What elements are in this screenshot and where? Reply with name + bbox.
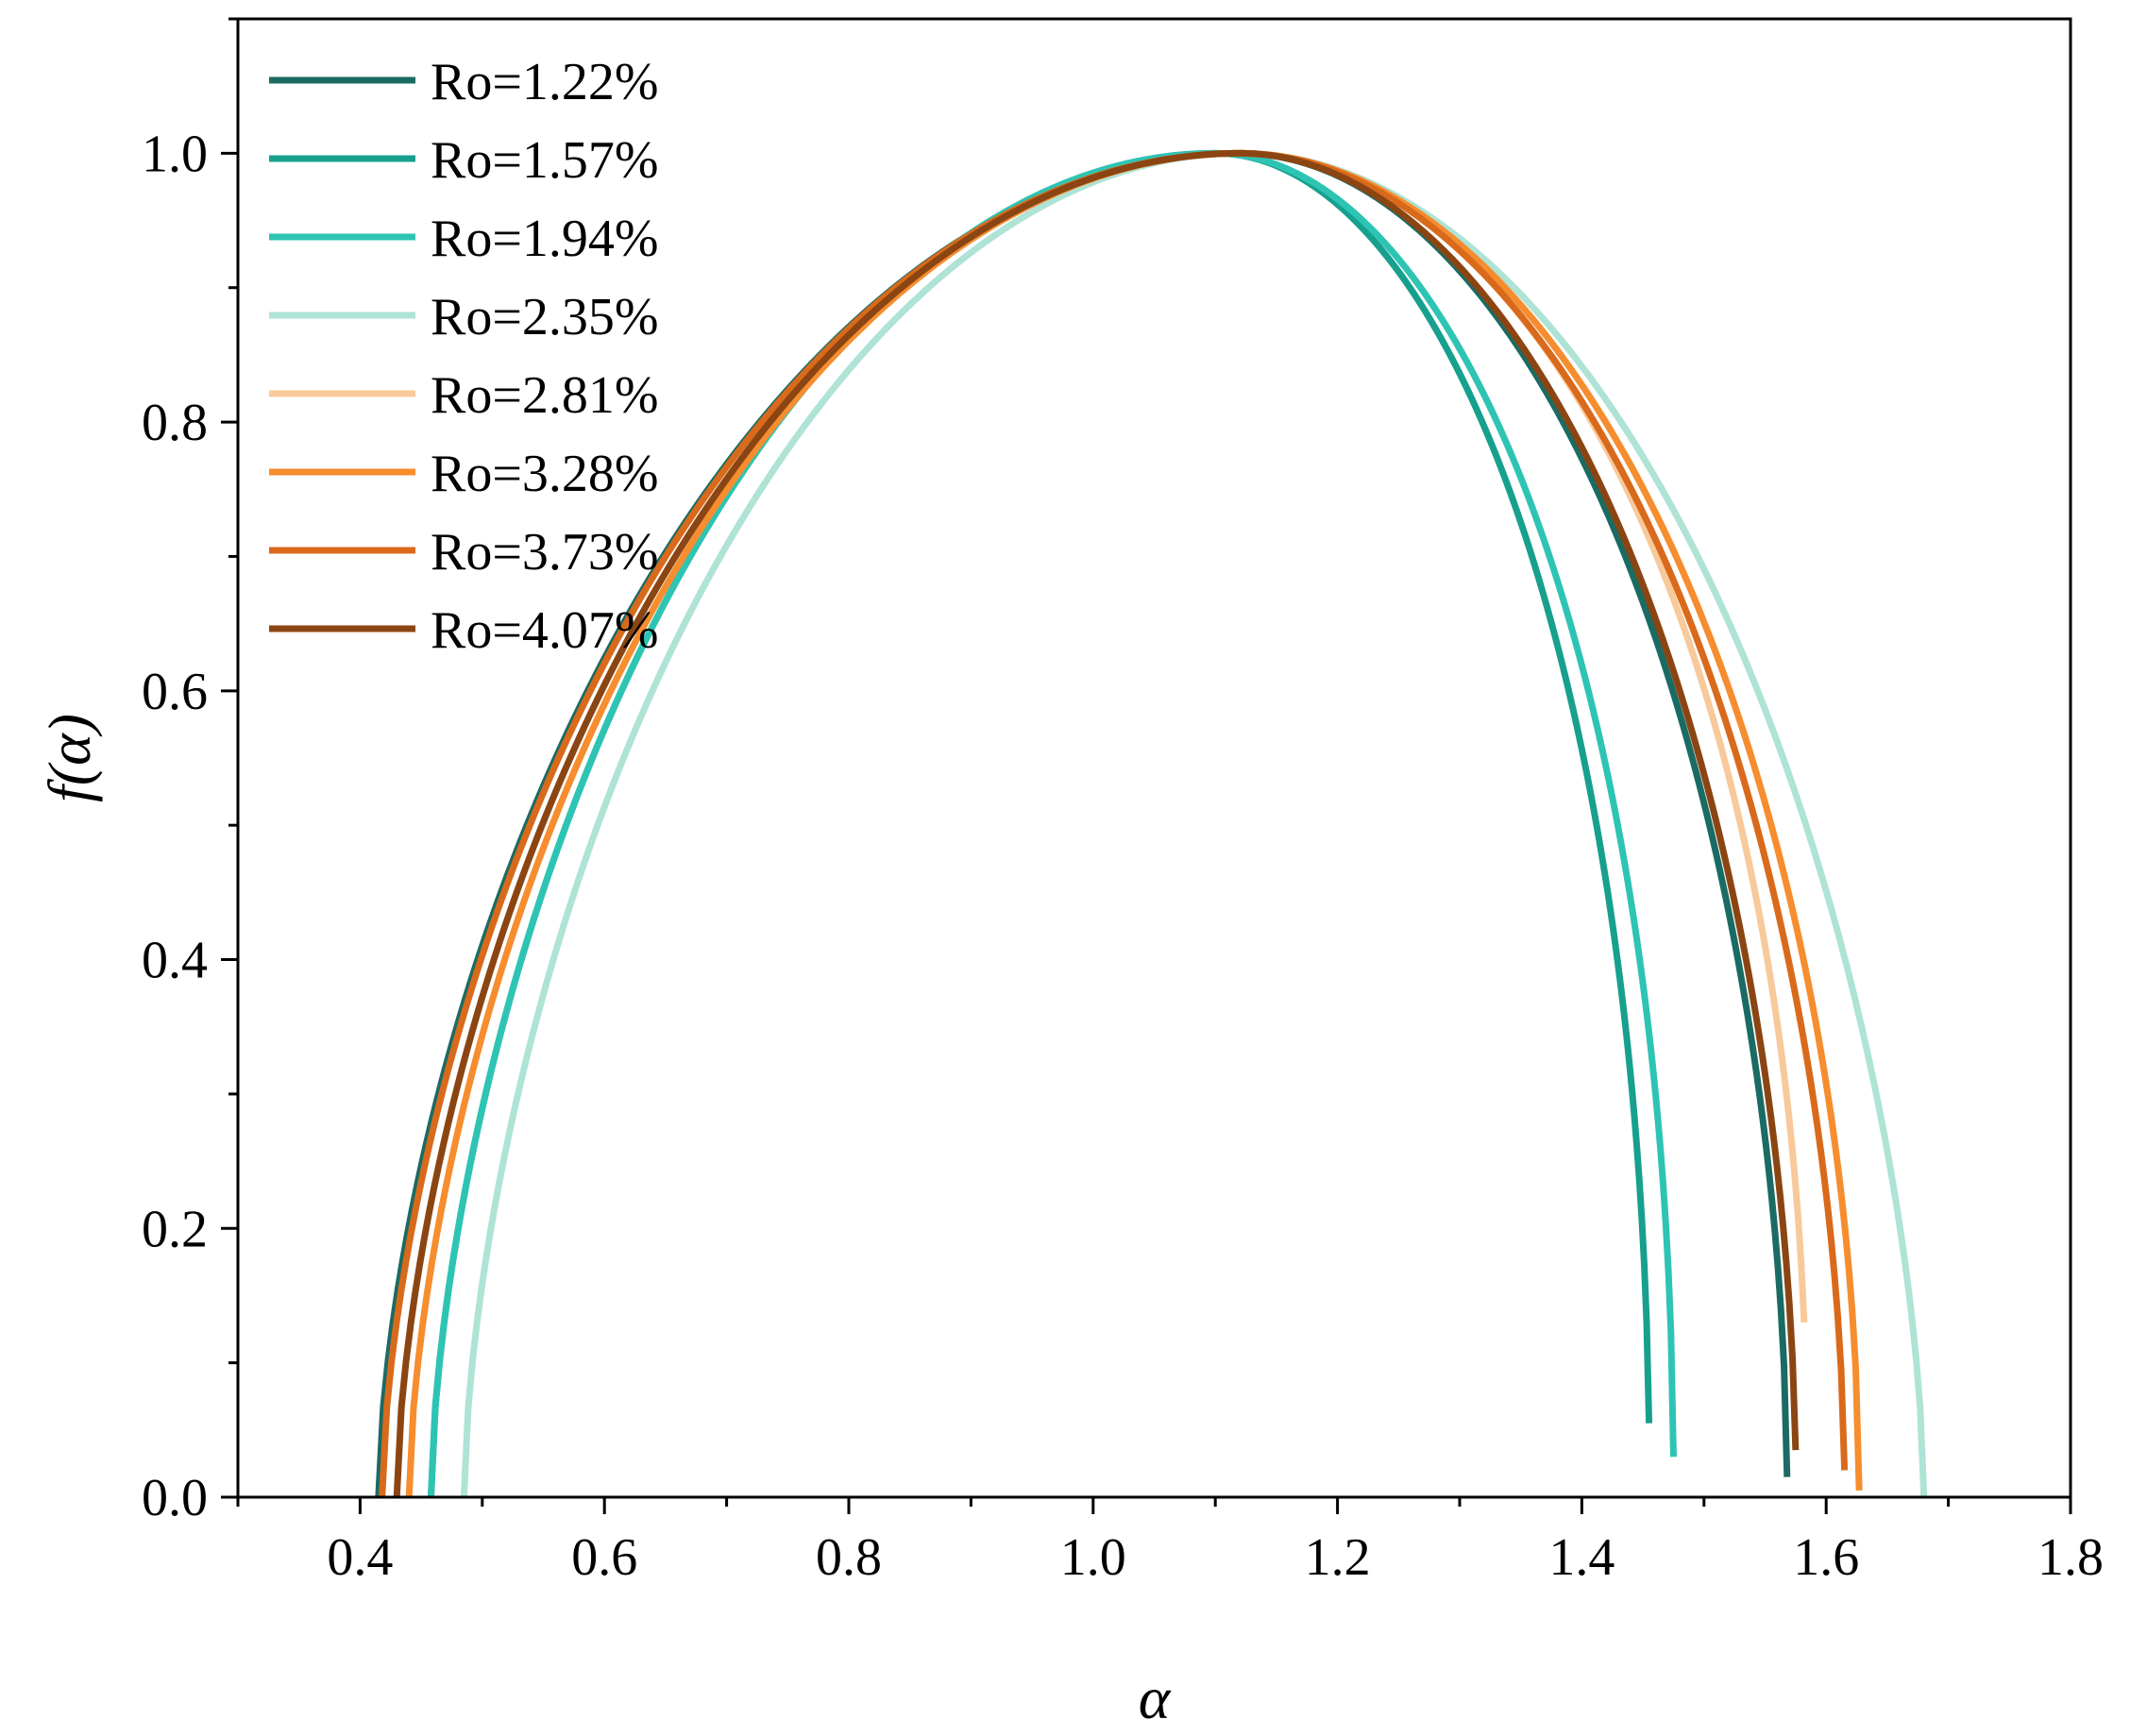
x-tick-label: 0.4 <box>327 1528 393 1587</box>
legend-item: Ro=1.57% <box>269 131 659 190</box>
x-tick-label: 1.4 <box>1548 1528 1614 1587</box>
legend-item: Ro=1.22% <box>269 53 659 111</box>
y-tick-label: 1.0 <box>142 125 208 183</box>
y-tick-label: 0.4 <box>142 932 208 990</box>
axes-layer: 0.4 0.6 0.8 1.0 1.2 1.4 1.6 1.8 0.0 0.2 0.4 0.6 0.8 1… <box>142 17 2104 1587</box>
legend-item: Ro=3.28% <box>269 445 659 503</box>
y-axis-title: f(α) <box>36 714 103 802</box>
series-layer <box>375 149 1928 1498</box>
x-axis-title: α <box>1139 1664 1172 1731</box>
y-tick-label: 0.2 <box>142 1200 208 1258</box>
y-tick-label: 0.0 <box>142 1469 208 1527</box>
legend-item: Ro=4.07% <box>269 601 659 660</box>
legend-label: Ro=1.94% <box>431 210 659 268</box>
legend: Ro=1.22% Ro=1.57% Ro=1.94% Ro=2.35% Ro=2.81%… <box>269 53 659 660</box>
legend-label: Ro=1.22% <box>431 53 659 111</box>
legend-label: Ro=1.57% <box>431 131 659 190</box>
x-tick-label: 1.0 <box>1060 1528 1126 1587</box>
legend-label: Ro=2.81% <box>431 366 659 425</box>
legend-label: Ro=2.35% <box>431 288 659 346</box>
series-line-8 <box>393 149 1800 1498</box>
legend-item: Ro=1.94% <box>269 210 659 268</box>
x-tick-label: 0.8 <box>816 1528 882 1587</box>
y-tick-label: 0.8 <box>142 394 208 452</box>
legend-label: Ro=3.28% <box>431 445 659 503</box>
legend-item: Ro=2.35% <box>269 288 659 346</box>
legend-item: Ro=2.81% <box>269 366 659 425</box>
x-tick-label: 1.6 <box>1793 1528 1859 1587</box>
legend-label: Ro=4.07% <box>431 601 659 660</box>
legend-item: Ro=3.73% <box>269 523 659 581</box>
x-tick-label: 1.2 <box>1305 1528 1371 1587</box>
y-tick-label: 0.6 <box>142 663 208 721</box>
legend-label: Ro=3.73% <box>431 523 659 581</box>
x-tick-label: 0.6 <box>571 1528 637 1587</box>
x-tick-label: 1.8 <box>2037 1528 2104 1587</box>
plot-frame <box>236 17 2072 1499</box>
